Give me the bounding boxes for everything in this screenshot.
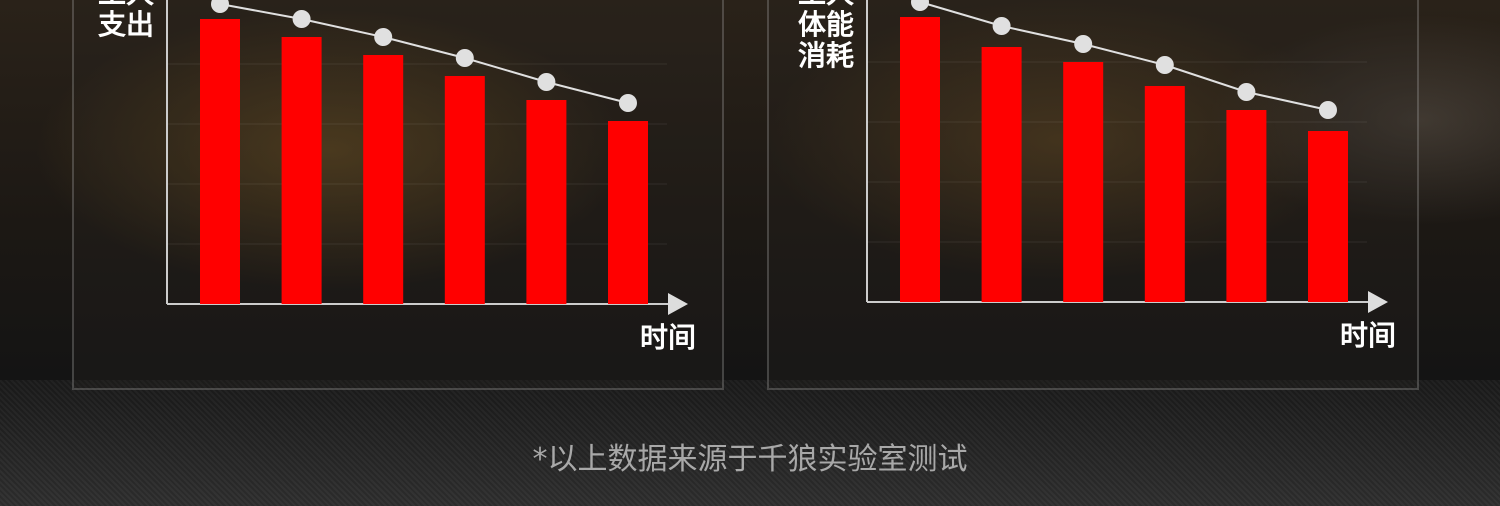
trend-point <box>211 0 229 13</box>
bar <box>1308 131 1348 302</box>
x-axis-label-right: 时间 <box>1340 319 1397 352</box>
bar <box>526 100 567 304</box>
background-ground <box>0 380 1500 506</box>
bar <box>1144 86 1185 302</box>
trend-point <box>992 17 1011 35</box>
trend-line <box>219 3 629 104</box>
x-axis-arrow-icon <box>668 293 688 315</box>
bar <box>900 17 940 302</box>
x-axis-arrow-icon <box>1368 291 1388 313</box>
trend-line <box>919 1 1329 111</box>
bar <box>444 76 485 304</box>
data-source-caption: *以上数据来源于千狼实验室测试 <box>532 442 968 477</box>
trend-point <box>1155 56 1174 74</box>
bar <box>981 47 1022 302</box>
trend-point <box>911 0 929 11</box>
x-axis-label-left: 时间 <box>640 321 697 354</box>
trend-point <box>619 94 637 112</box>
bar <box>200 19 240 304</box>
trend-point <box>374 28 393 46</box>
bar <box>363 55 404 304</box>
trend-point <box>1237 83 1256 101</box>
trend-point <box>292 10 311 28</box>
bar <box>1063 62 1104 302</box>
trend-point <box>455 49 474 67</box>
y-axis-label-right: 工人体能消耗 <box>798 0 855 72</box>
y-axis-label-left: 工人支出 <box>98 0 155 41</box>
bar <box>1226 110 1267 302</box>
bar <box>608 121 648 304</box>
trend-point <box>1319 101 1337 119</box>
trend-point <box>1074 35 1093 53</box>
bar <box>281 37 322 304</box>
trend-point <box>537 73 556 91</box>
